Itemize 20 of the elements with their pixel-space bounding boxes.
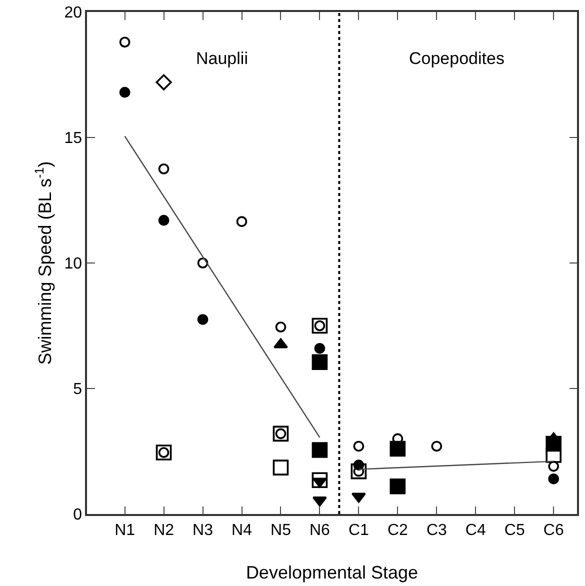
y-tick-label: 20 xyxy=(64,4,82,22)
x-tick-label: C1 xyxy=(348,522,370,539)
x-tick-label: C3 xyxy=(426,522,447,539)
y-tick-label: 5 xyxy=(73,381,82,398)
x-tick-label: N2 xyxy=(154,522,174,539)
annotation: Copepodites xyxy=(409,49,504,68)
y-tick-label: 0 xyxy=(73,506,82,524)
annotation: Nauplii xyxy=(196,49,248,68)
y-tick-label: 10 xyxy=(64,256,82,273)
y-tick-label: 15 xyxy=(64,130,82,148)
x-tick-label: C5 xyxy=(504,522,525,539)
x-tick-label: C2 xyxy=(387,522,408,539)
x-tick-label: N6 xyxy=(309,522,330,539)
x-axis-title: Developmental Stage xyxy=(246,562,418,582)
x-tick-label: C6 xyxy=(543,522,564,539)
x-tick-label: N5 xyxy=(270,522,292,539)
x-tick-label: N4 xyxy=(232,522,252,539)
x-tick-label: N1 xyxy=(114,522,136,539)
x-tick-label: C4 xyxy=(465,522,486,539)
x-tick-label: N3 xyxy=(192,522,214,539)
